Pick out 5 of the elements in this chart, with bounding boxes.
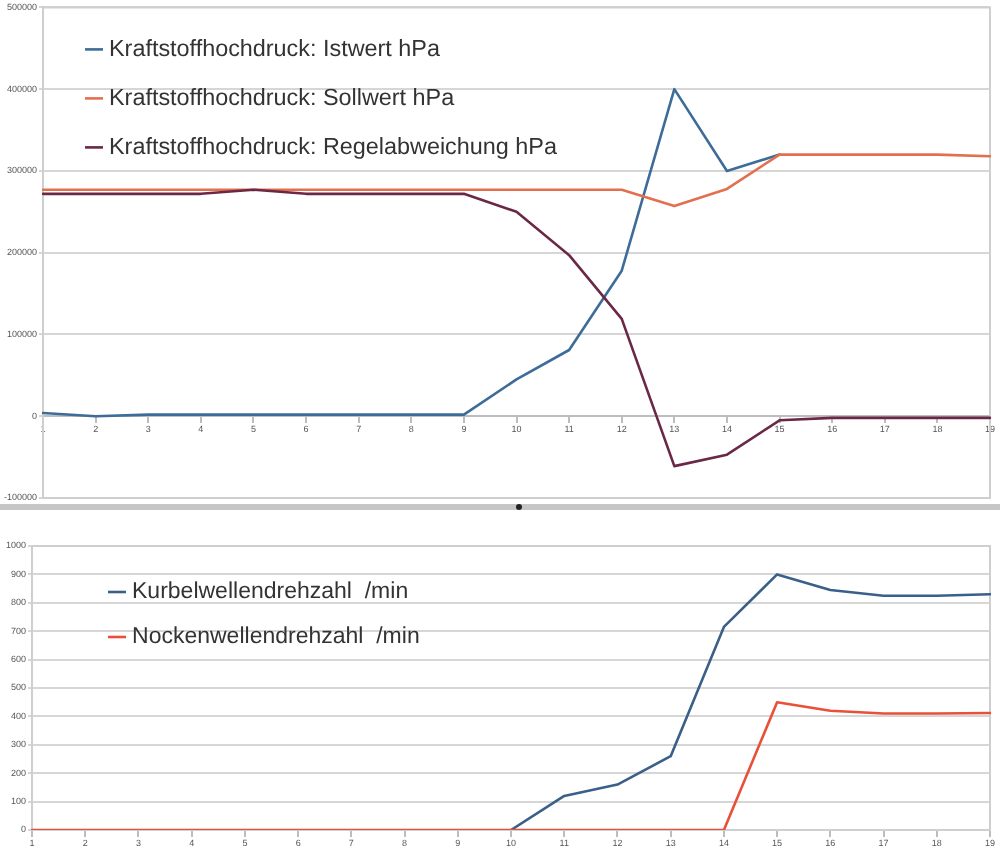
legend-label: Kraftstoffhochdruck: Regelabweichung hPa (109, 133, 558, 160)
legend-label: Kurbelwellendrehzahl /min (132, 580, 409, 605)
legend-label: Kraftstoffhochdruck: Istwert hPa (109, 35, 441, 62)
legend-label: Nockenwellendrehzahl /min (132, 625, 420, 650)
legend-label: Kraftstoffhochdruck: Sollwert hPa (109, 84, 456, 111)
